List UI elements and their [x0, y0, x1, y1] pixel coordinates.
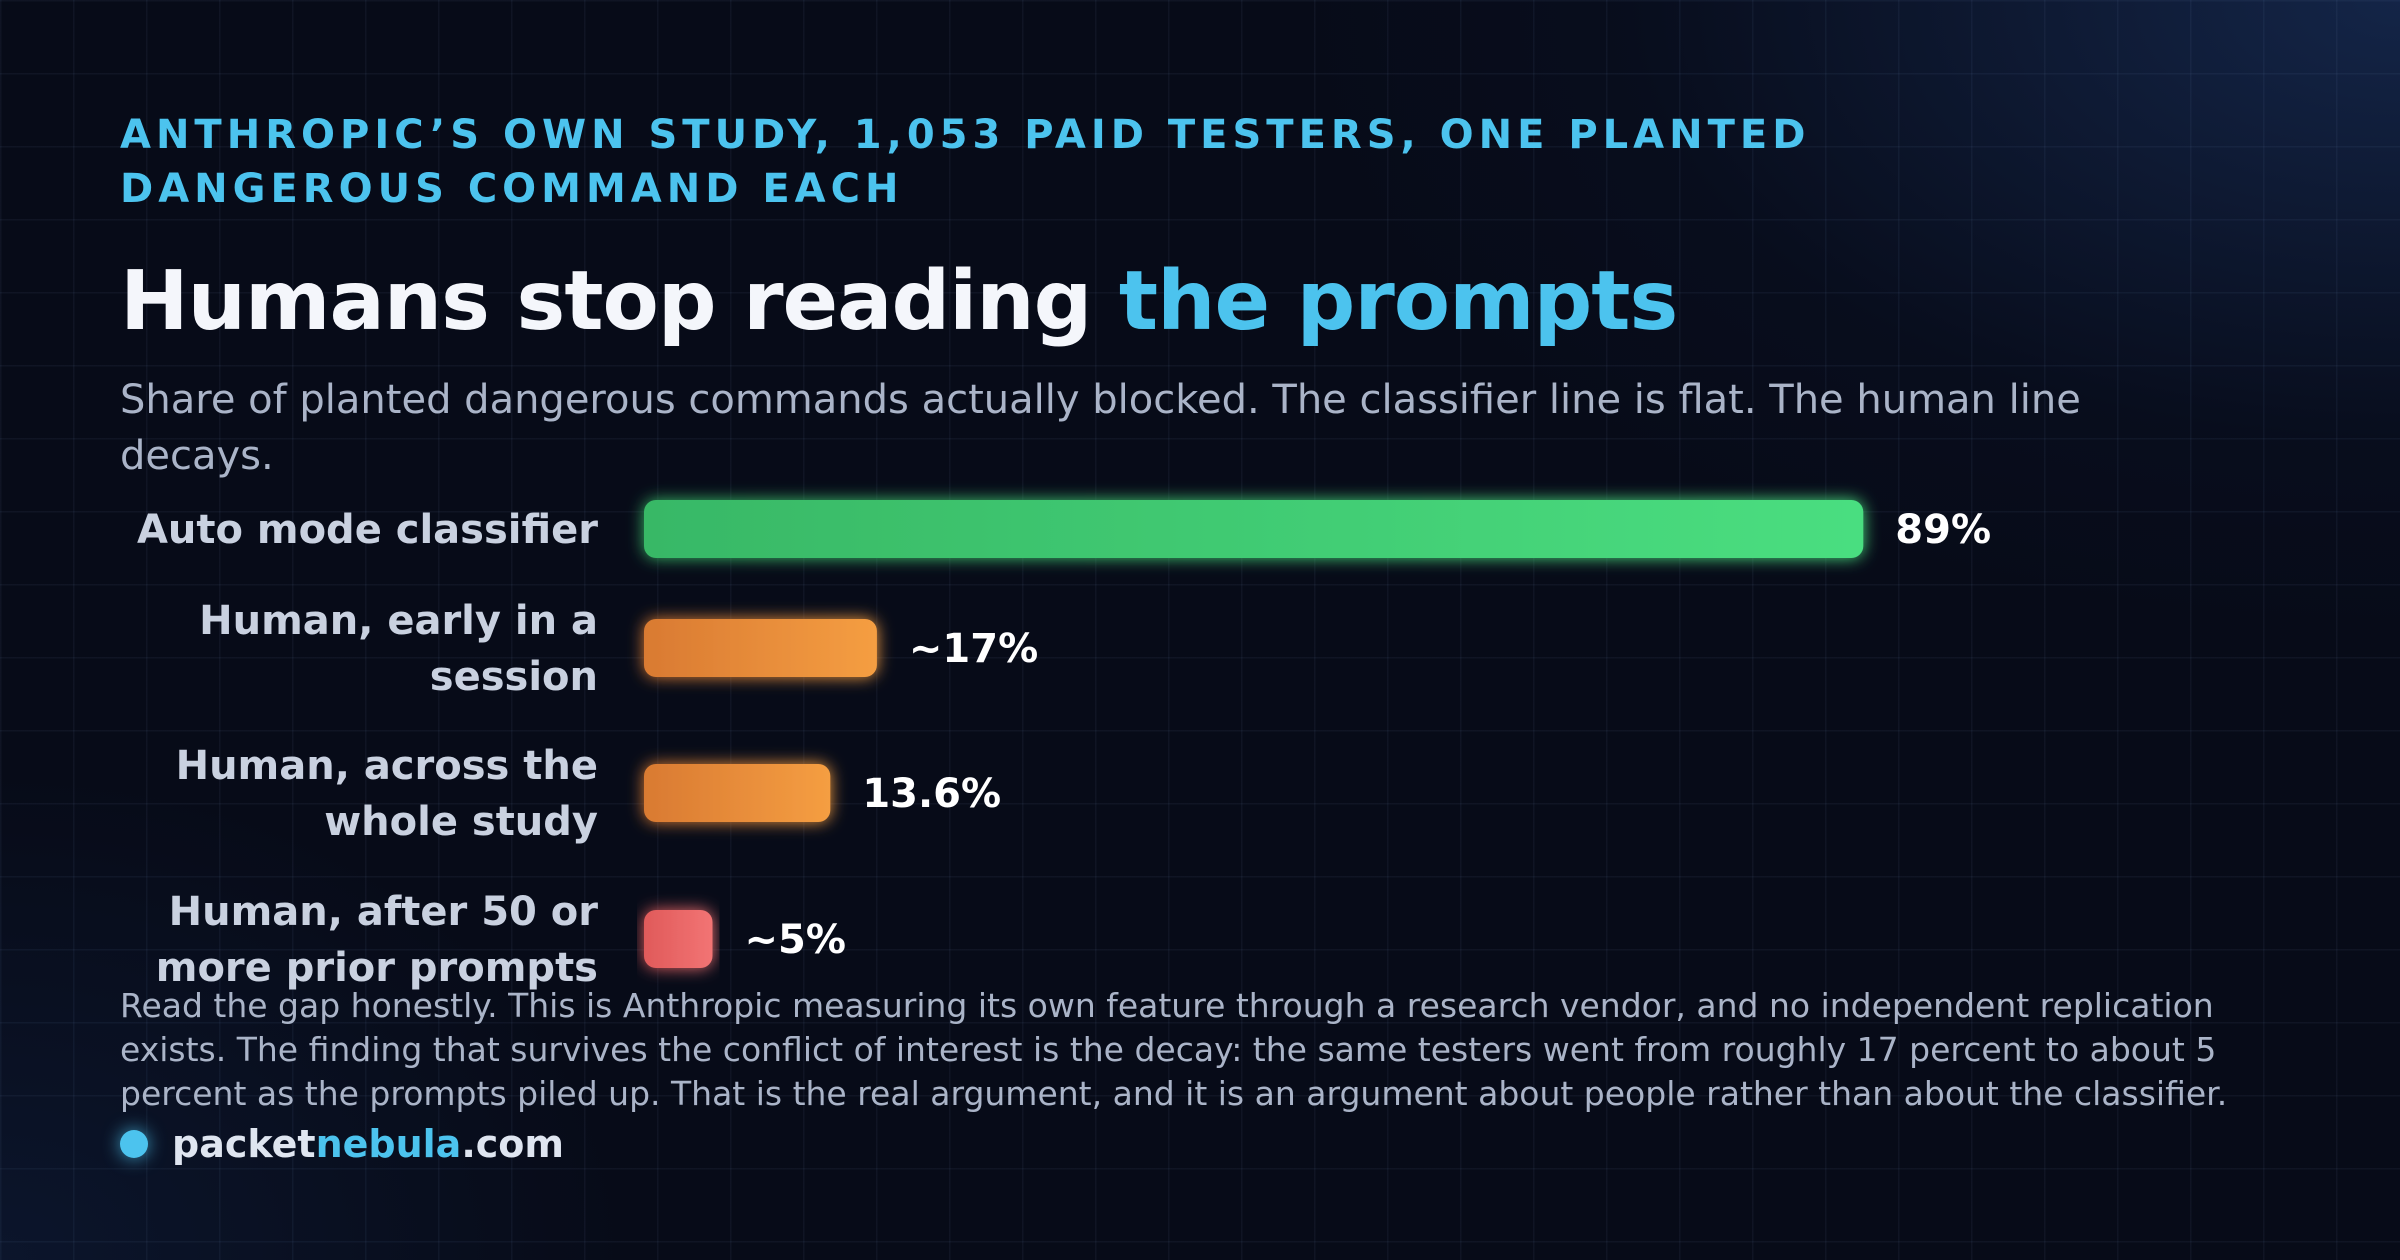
- bar: [644, 619, 877, 677]
- category-label: Auto mode classifier: [137, 507, 598, 553]
- category-label: Human, early in a session: [199, 598, 598, 700]
- category-label: Human, across the whole study: [176, 743, 598, 845]
- brand: packet nebula .com: [120, 1120, 564, 1168]
- brand-name-accent: nebula: [315, 1122, 462, 1166]
- category-label-line: Human, after 50 or: [169, 889, 599, 935]
- value-label: ~17%: [909, 626, 1038, 672]
- footnote: Read the gap honestly. This is Anthropic…: [120, 986, 2228, 1113]
- category-label: Human, after 50 or more prior prompts: [156, 889, 598, 991]
- bar: [644, 764, 831, 822]
- title-main: Humans stop reading: [120, 254, 1119, 349]
- page-title: Humans stop reading the prompts: [120, 252, 1678, 352]
- category-label-line: Auto mode classifier: [137, 507, 598, 553]
- title-accent: the prompts: [1118, 254, 1678, 349]
- category-label-line: whole study: [324, 799, 598, 845]
- bar: [644, 500, 1864, 558]
- brand-name-post: .com: [461, 1122, 564, 1166]
- value-label: ~5%: [745, 917, 846, 963]
- category-label-line: session: [430, 654, 598, 700]
- kicker: ANTHROPIC’S OWN STUDY, 1,053 PAID TESTER…: [120, 112, 1811, 212]
- value-label: 13.6%: [862, 771, 1001, 817]
- brand-dot-icon: [120, 1130, 148, 1158]
- value-label: 89%: [1895, 507, 1991, 553]
- brand-name-pre: packet: [172, 1122, 316, 1166]
- bar: [644, 910, 713, 968]
- subtitle: Share of planted dangerous commands actu…: [120, 377, 2081, 479]
- category-label-line: Human, across the: [176, 743, 598, 789]
- category-label-line: Human, early in a: [199, 598, 598, 644]
